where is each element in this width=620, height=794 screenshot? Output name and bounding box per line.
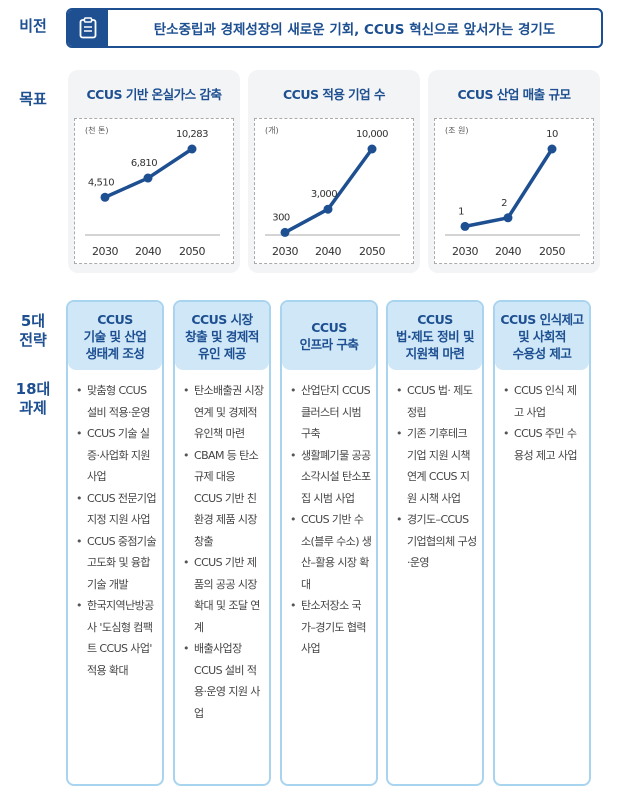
task-item: CBAM 등 탄소규제 대응 CCUS 기반 친환경 제품 시장 창출 <box>183 445 265 553</box>
data-label: 6,810 <box>131 158 157 169</box>
x-tick-label: 2030 <box>272 245 298 258</box>
strategy-title: CCUS 인프라 구축 <box>282 302 376 370</box>
chart-box: (천 톤) 4,510 2030 6,810 2040 10,283 2050 <box>74 118 234 264</box>
x-tick-label: 2050 <box>539 245 565 258</box>
task-item: 산업단지 CCUS 클러스터 시범 구축 <box>290 380 372 445</box>
vision-text: 탄소중립과 경제성장의 새로운 기회, CCUS 혁신으로 앞서가는 경기도 <box>153 22 556 38</box>
data-label: 4,510 <box>88 177 114 188</box>
data-point <box>460 221 470 231</box>
task-item: CCUS 법· 제도 정립 <box>396 380 478 423</box>
clipboard-icon <box>68 10 108 46</box>
task-list: 산업단지 CCUS 클러스터 시범 구축생활폐기물 공공소각시설 탄소포집 시범… <box>282 370 376 660</box>
strategy-column: CCUS 인프라 구축산업단지 CCUS 클러스터 시범 구축생활폐기물 공공소… <box>280 300 378 786</box>
data-label: 10,000 <box>356 129 388 140</box>
task-list: 탄소배출권 시장 연계 및 경제적 유인책 마련CBAM 등 탄소규제 대응 C… <box>175 370 269 724</box>
x-tick-label: 2030 <box>92 245 118 258</box>
goal-chart-panel: CCUS 적용 기업 수 (개) 300 2030 3,000 2040 10,000 205… <box>248 70 420 273</box>
strategy-column: CCUS 법·제도 정비 및 지원책 마련CCUS 법· 제도 정립기존 기후테… <box>386 300 484 786</box>
task-list: CCUS 법· 제도 정립기존 기후테크 기업 지원 시책 연계 CCUS 지원… <box>388 370 482 574</box>
chart-box: (개) 300 2030 3,000 2040 10,000 2050 <box>254 118 414 264</box>
label-vision: 비전 <box>19 17 47 35</box>
task-item: 탄소저장소 국가–경기도 협력 사업 <box>290 595 372 660</box>
data-point <box>323 204 333 214</box>
strategy-title: CCUS 시장 창출 및 경제적 유인 제공 <box>175 302 269 370</box>
task-item: CCUS 전문기업 지정 지원 사업 <box>76 488 158 531</box>
label-strategy: 5대 전략 <box>19 312 47 349</box>
strategy-title: CCUS 기술 및 산업 생태계 조성 <box>68 302 162 370</box>
data-point <box>187 144 197 154</box>
task-item: 맞춤형 CCUS 설비 적용·운영 <box>76 380 158 423</box>
data-label: 2 <box>501 198 507 209</box>
task-item: CCUS 기반 제품의 공공 시장 확대 및 조달 연계 <box>183 552 265 638</box>
line-chart: (천 톤) 4,510 2030 6,810 2040 10,283 2050 <box>85 125 220 258</box>
strategy-column: CCUS 시장 창출 및 경제적 유인 제공탄소배출권 시장 연계 및 경제적 … <box>173 300 271 786</box>
vision-box: 탄소중립과 경제성장의 새로운 기회, CCUS 혁신으로 앞서가는 경기도 <box>66 8 603 48</box>
task-item: CCUS 주민 수용성 제고 사업 <box>503 423 585 466</box>
task-item: CCUS 기반 수소(블루 수소) 생산–활용 시장 확대 <box>290 509 372 595</box>
data-label: 3,000 <box>311 189 337 200</box>
x-tick-label: 2030 <box>452 245 478 258</box>
task-item: 기존 기후테크 기업 지원 시책 연계 CCUS 지원 시책 사업 <box>396 423 478 509</box>
x-tick-label: 2040 <box>135 245 161 258</box>
data-point <box>143 173 153 183</box>
strategy-column: CCUS 기술 및 산업 생태계 조성맞춤형 CCUS 설비 적용·운영CCUS… <box>66 300 164 786</box>
goal-chart-panel: CCUS 기반 온실가스 감축 (천 톤) 4,510 2030 6,810 2040 10… <box>68 70 240 273</box>
chart-title: CCUS 적용 기업 수 <box>282 87 386 102</box>
data-point <box>547 144 557 154</box>
x-tick-label: 2050 <box>359 245 385 258</box>
goal-chart-panel: CCUS 산업 매출 규모 (조 원) 1 2030 2 2040 10 2050 <box>428 70 600 273</box>
unit-label: (개) <box>265 125 279 135</box>
task-item: CCUS 인식 제고 사업 <box>503 380 585 423</box>
data-label: 10 <box>546 129 558 140</box>
line-chart: (개) 300 2030 3,000 2040 10,000 2050 <box>265 125 400 258</box>
series-line <box>104 147 193 199</box>
line-chart: (조 원) 1 2030 2 2040 10 2050 <box>445 126 580 258</box>
task-item: 생활폐기물 공공소각시설 탄소포집 시범 사업 <box>290 445 372 510</box>
task-item: 경기도–CCUS 기업협의체 구성·운영 <box>396 509 478 574</box>
x-tick-label: 2040 <box>315 245 341 258</box>
data-point <box>280 227 290 237</box>
data-point <box>367 144 377 154</box>
task-item: 한국지역난방공사 '도심형 컴팩트 CCUS 사업' 적용 확대 <box>76 595 158 681</box>
data-label: 1 <box>458 206 464 217</box>
strategy-title: CCUS 인식제고 및 사회적 수용성 제고 <box>495 302 589 370</box>
task-item: 탄소배출권 시장 연계 및 경제적 유인책 마련 <box>183 380 265 445</box>
data-label: 300 <box>272 212 290 223</box>
data-point <box>503 213 513 223</box>
label-tasks: 18대 과제 <box>15 380 51 417</box>
chart-title: CCUS 기반 온실가스 감축 <box>86 87 222 102</box>
strategy-column: CCUS 인식제고 및 사회적 수용성 제고CCUS 인식 제고 사업CCUS … <box>493 300 591 786</box>
chart-title: CCUS 산업 매출 규모 <box>457 87 571 102</box>
x-tick-label: 2050 <box>179 245 205 258</box>
task-item: CCUS 중점기술 고도화 및 융합기술 개발 <box>76 531 158 596</box>
task-item: CCUS 기술 실증·사업화 지원 사업 <box>76 423 158 488</box>
chart-box: (조 원) 1 2030 2 2040 10 2050 <box>434 118 594 264</box>
data-label: 10,283 <box>176 129 208 140</box>
x-tick-label: 2040 <box>495 245 521 258</box>
strategy-title: CCUS 법·제도 정비 및 지원책 마련 <box>388 302 482 370</box>
data-point <box>100 192 110 202</box>
task-item: 배출사업장 CCUS 설비 적용·운영 지원 사업 <box>183 638 265 724</box>
label-goal: 목표 <box>19 90 47 108</box>
unit-label: (조 원) <box>445 126 469 135</box>
unit-label: (천 톤) <box>85 125 109 135</box>
